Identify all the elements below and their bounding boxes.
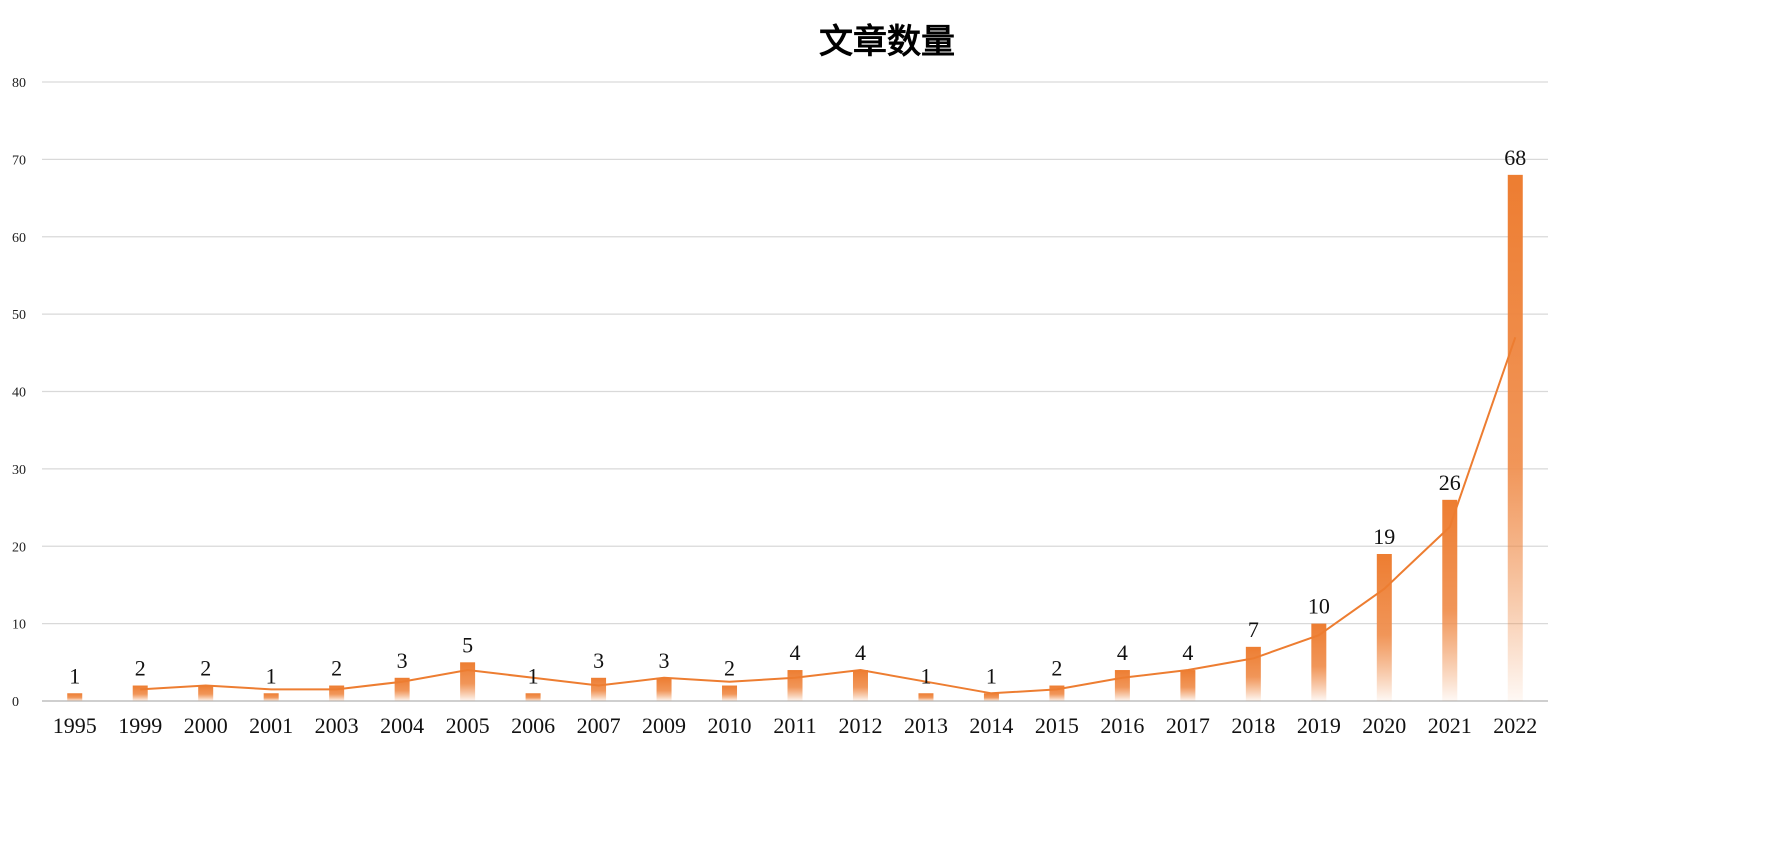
data-label: 5	[462, 632, 473, 657]
data-label: 1	[920, 663, 931, 688]
y-tick-label: 30	[12, 463, 26, 478]
bar	[1245, 646, 1261, 701]
bar	[525, 693, 541, 701]
x-tick-label: 2003	[315, 713, 359, 738]
bar	[1311, 623, 1327, 701]
data-label: 2	[135, 656, 146, 681]
chart-title: 文章数量	[819, 22, 955, 62]
bar	[918, 693, 934, 701]
data-label: 7	[1248, 617, 1259, 642]
data-label: 2	[1051, 656, 1062, 681]
data-label: 4	[855, 640, 866, 665]
x-tick-label: 2014	[969, 713, 1013, 738]
bar	[787, 670, 803, 701]
x-tick-label: 2005	[446, 713, 490, 738]
data-label: 4	[790, 640, 801, 665]
x-tick-label: 2007	[577, 713, 621, 738]
data-label: 4	[1117, 640, 1128, 665]
data-label: 2	[200, 656, 211, 681]
x-tick-label: 2019	[1297, 713, 1341, 738]
bar	[852, 670, 868, 701]
data-label: 2	[724, 656, 735, 681]
x-tick-label: 2020	[1362, 713, 1406, 738]
bar	[1442, 499, 1458, 701]
x-tick-label: 1999	[118, 713, 162, 738]
data-label: 1	[266, 663, 277, 688]
x-tick-label: 2009	[642, 713, 686, 738]
x-tick-label: 2018	[1231, 713, 1275, 738]
data-label: 3	[593, 648, 604, 673]
bar	[263, 693, 279, 701]
y-tick-label: 40	[12, 386, 26, 401]
bar	[656, 677, 672, 701]
x-tick-label: 2013	[904, 713, 948, 738]
bar	[67, 693, 83, 701]
y-tick-label: 0	[12, 695, 19, 710]
y-tick-label: 20	[12, 540, 26, 555]
data-label: 3	[659, 648, 670, 673]
data-label: 19	[1373, 524, 1395, 549]
y-tick-label: 10	[12, 618, 26, 633]
data-label: 10	[1308, 594, 1330, 619]
bar	[394, 677, 410, 701]
bar	[1114, 670, 1130, 701]
data-label: 1	[528, 663, 539, 688]
y-tick-label: 50	[12, 308, 26, 323]
x-tick-label: 2016	[1100, 713, 1144, 738]
data-label: 68	[1504, 145, 1526, 170]
data-label: 4	[1182, 640, 1193, 665]
bar	[1376, 553, 1392, 701]
x-tick-label: 2012	[838, 713, 882, 738]
bar	[132, 685, 148, 701]
x-tick-label: 1995	[53, 713, 97, 738]
x-tick-label: 2006	[511, 713, 555, 738]
x-tick-label: 2021	[1428, 713, 1472, 738]
data-label: 2	[331, 656, 342, 681]
data-label: 26	[1439, 470, 1461, 495]
x-tick-label: 2015	[1035, 713, 1079, 738]
bar	[722, 685, 738, 701]
y-tick-label: 80	[12, 76, 26, 91]
bar	[1507, 174, 1523, 702]
bar	[1180, 670, 1196, 701]
x-tick-label: 2004	[380, 713, 424, 738]
y-tick-label: 70	[12, 153, 26, 168]
data-label: 1	[69, 663, 80, 688]
bar	[460, 662, 476, 701]
data-label: 1	[986, 663, 997, 688]
x-tick-label: 2001	[249, 713, 293, 738]
x-tick-label: 2000	[184, 713, 228, 738]
x-tick-label: 2017	[1166, 713, 1210, 738]
trend-line	[140, 336, 1517, 695]
bar	[983, 693, 999, 701]
bar	[198, 685, 214, 701]
x-tick-label: 2022	[1493, 713, 1537, 738]
data-label: 3	[397, 648, 408, 673]
y-tick-label: 60	[12, 231, 26, 246]
x-tick-label: 2011	[773, 713, 816, 738]
bar	[591, 677, 607, 701]
x-tick-label: 2010	[708, 713, 752, 738]
